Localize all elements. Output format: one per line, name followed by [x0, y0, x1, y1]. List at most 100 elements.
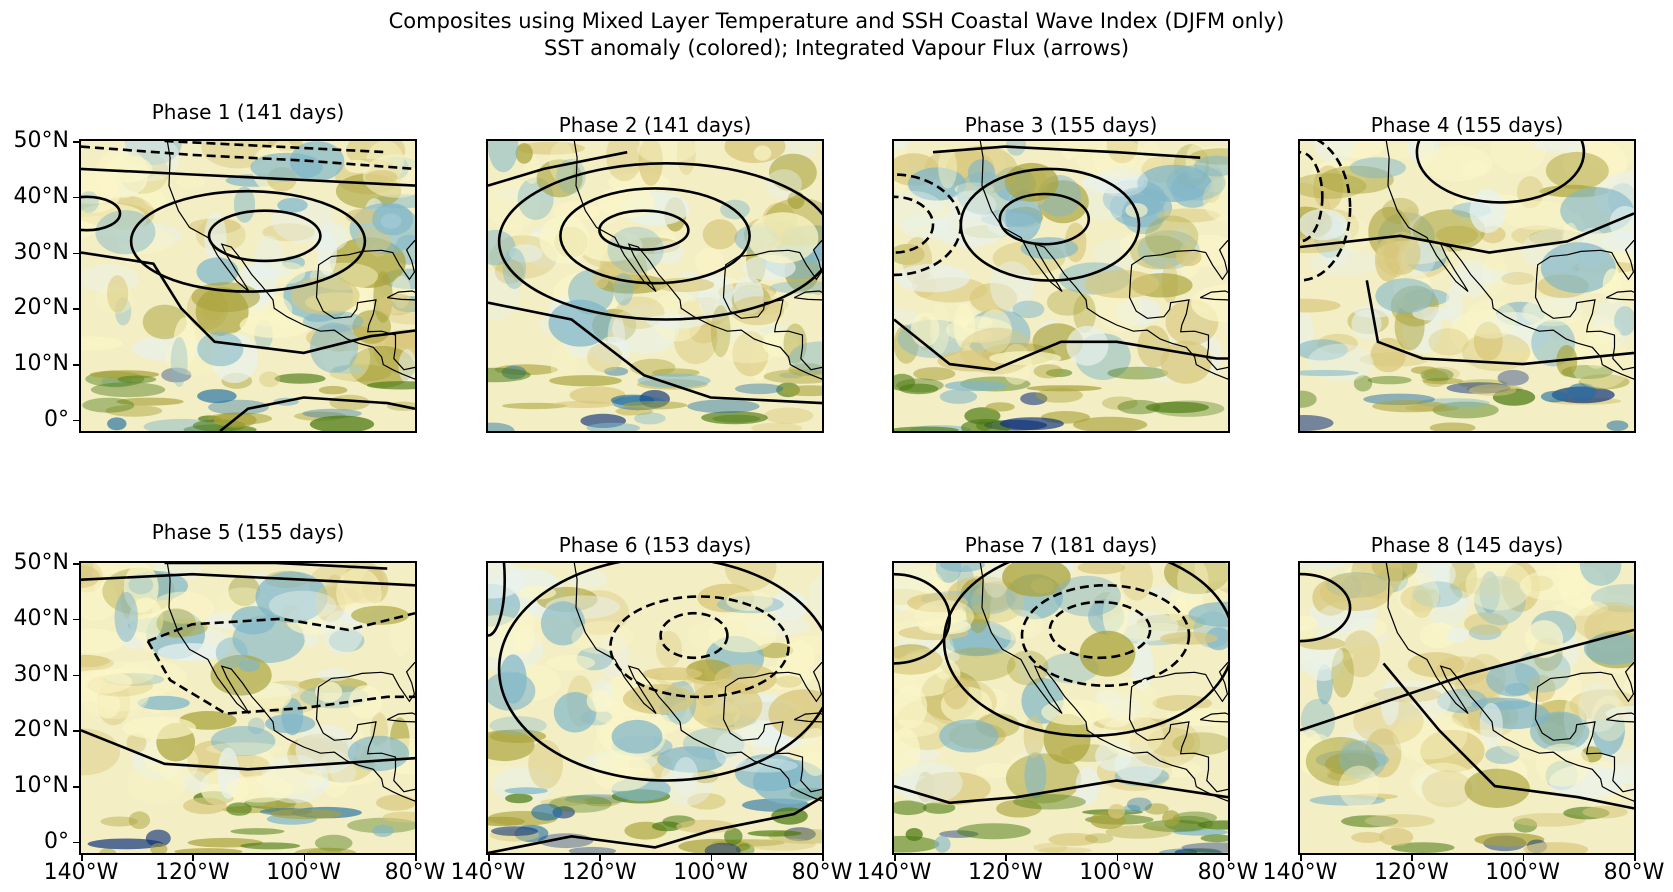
y-tick	[73, 196, 79, 199]
sst-anomaly-patch	[372, 824, 394, 837]
sst-anomaly-patch	[1429, 422, 1476, 431]
sst-anomaly-patch	[488, 229, 516, 266]
sst-anomaly-patch	[1380, 680, 1399, 726]
sst-anomaly-patch	[1461, 332, 1531, 372]
coastline	[1128, 699, 1228, 793]
sst-anomaly-patch	[1084, 269, 1160, 299]
x-tick	[1116, 855, 1119, 861]
sst-anomaly-patch	[302, 310, 364, 333]
sst-anomaly-patch	[92, 563, 118, 601]
sst-anomaly-patch	[1094, 689, 1120, 705]
sst-anomaly-patch	[1024, 751, 1047, 799]
sst-anomaly-patch	[654, 240, 684, 264]
sst-anomaly-patch	[1535, 743, 1590, 787]
sst-anomaly-patch	[225, 775, 294, 803]
coastline	[1128, 277, 1228, 371]
sst-anomaly-patch	[1526, 674, 1556, 702]
sst-anomaly-patch	[259, 371, 280, 388]
sst-anomaly-patch	[786, 640, 815, 672]
figure-subtitle: SST anomaly (colored); Integrated Vapour…	[543, 36, 1130, 60]
x-tick	[1228, 855, 1230, 861]
sst-anomaly-patch	[1077, 563, 1126, 575]
sst-anomaly-map	[894, 141, 1228, 431]
sst-anomaly-patch	[894, 141, 909, 150]
sst-anomaly-map	[81, 563, 415, 853]
sst-anomaly-patch	[515, 143, 533, 164]
panel-title-phase-5: Phase 5 (155 days)	[151, 520, 345, 544]
sst-anomaly-patch	[540, 601, 586, 646]
sst-anomaly-patch	[1412, 306, 1455, 321]
sst-anomaly-patch	[1553, 600, 1609, 616]
sst-anomaly-patch	[265, 714, 316, 734]
positive-contour	[1300, 212, 1634, 254]
sst-anomaly-patch	[894, 800, 927, 816]
sst-anomaly-patch	[351, 605, 409, 625]
sst-anomaly-patch	[724, 563, 777, 591]
negative-contour	[609, 595, 790, 699]
sst-anomaly-patch	[1591, 584, 1634, 613]
sst-anomaly-patch	[107, 417, 127, 431]
coastline	[1536, 661, 1634, 703]
sst-anomaly-patch	[1081, 185, 1130, 221]
sst-anomaly-patch	[531, 803, 563, 821]
sst-anomaly-patch	[1351, 831, 1385, 843]
coastline	[166, 563, 415, 802]
x-tick-label: 140°W	[450, 860, 526, 885]
sst-anomaly-patch	[1145, 215, 1199, 259]
sst-anomaly-patch	[1474, 575, 1526, 626]
sst-anomaly-patch	[1521, 298, 1583, 327]
sst-anomaly-patch	[762, 330, 799, 358]
sst-anomaly-patch	[586, 689, 613, 713]
coastline	[1199, 712, 1228, 723]
positive-contour	[488, 796, 822, 853]
positive-contour	[1300, 572, 1352, 643]
sst-anomaly-patch	[1105, 825, 1173, 839]
sst-anomaly-patch	[956, 171, 1011, 215]
negative-contour	[894, 195, 935, 254]
coastline	[722, 699, 822, 793]
sst-anomaly-patch	[208, 399, 269, 415]
sst-anomaly-patch	[1464, 299, 1518, 339]
sst-anomaly-patch	[1349, 157, 1406, 179]
sst-anomaly-patch	[1023, 715, 1045, 758]
sst-anomaly-patch	[1167, 590, 1188, 621]
positive-contour	[497, 162, 822, 321]
sst-anomaly-patch	[1012, 300, 1045, 319]
sst-anomaly-patch	[953, 303, 975, 349]
sst-anomaly-patch	[1588, 324, 1621, 344]
sst-anomaly-patch	[268, 590, 337, 620]
sst-anomaly-patch	[943, 676, 970, 710]
sst-anomaly-patch	[1095, 166, 1148, 197]
sst-anomaly-patch	[548, 299, 613, 347]
panel-title-phase-2: Phase 2 (141 days)	[558, 113, 752, 137]
sst-anomaly-patch	[1319, 572, 1392, 612]
sst-anomaly-patch	[549, 795, 612, 813]
sst-anomaly-patch	[913, 367, 956, 381]
sst-anomaly-patch	[622, 684, 695, 715]
sst-anomaly-patch	[1200, 834, 1228, 843]
sst-anomaly-patch	[489, 716, 547, 735]
sst-anomaly-patch	[571, 620, 634, 655]
sst-anomaly-patch	[174, 848, 243, 853]
sst-anomaly-patch	[1158, 848, 1223, 853]
sst-anomaly-patch	[604, 366, 629, 376]
sst-anomaly-patch	[128, 811, 151, 829]
sst-anomaly-patch	[508, 244, 543, 263]
sst-anomaly-patch	[985, 402, 1015, 412]
sst-anomaly-patch	[1601, 611, 1634, 636]
sst-anomaly-patch	[1137, 325, 1171, 368]
sst-anomaly-patch	[996, 799, 1042, 818]
panel-title-phase-3: Phase 3 (155 days)	[964, 113, 1158, 137]
sst-anomaly-patch	[1181, 842, 1228, 853]
sst-anomaly-patch	[1397, 572, 1440, 618]
sst-anomaly-patch	[1458, 577, 1515, 595]
sst-anomaly-patch	[1474, 832, 1545, 847]
sst-anomaly-patch	[504, 787, 548, 795]
sst-anomaly-patch	[100, 816, 138, 827]
map-panel-phase-7	[892, 561, 1230, 855]
sst-anomaly-patch	[683, 727, 745, 760]
sst-anomaly-patch	[1609, 205, 1634, 241]
sst-anomaly-patch	[488, 367, 531, 383]
sst-anomaly-patch	[714, 731, 749, 768]
sst-anomaly-patch	[592, 755, 653, 792]
